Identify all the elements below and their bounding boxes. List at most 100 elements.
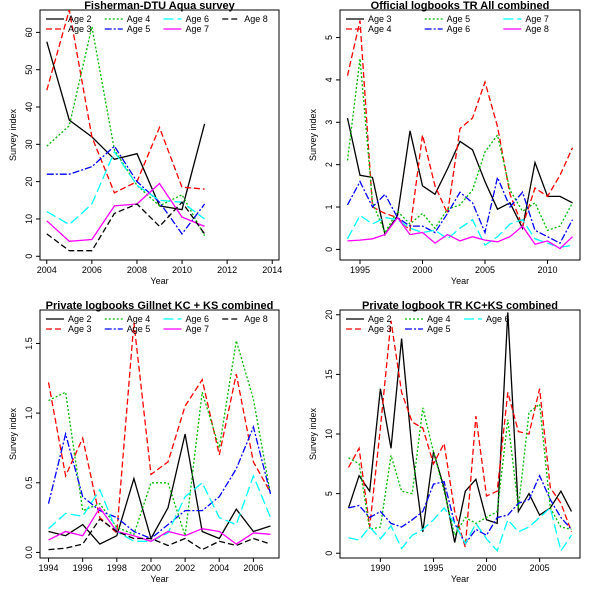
series-line-age-6 xyxy=(46,150,205,226)
y-axis-label: Survey index xyxy=(308,407,318,460)
x-tick-label: 2008 xyxy=(127,265,147,275)
plot-frame xyxy=(39,309,280,559)
series-line-age-7 xyxy=(46,182,205,242)
y-tick-label: 10 xyxy=(24,214,34,224)
x-tick-label: 2000 xyxy=(141,563,161,573)
legend-label: Age 3 xyxy=(68,324,92,334)
legend-label: Age 8 xyxy=(244,14,268,24)
series-line-age-4 xyxy=(48,340,272,536)
y-tick-label: 10 xyxy=(324,429,334,439)
series-line-age-8 xyxy=(46,201,206,252)
x-tick-label: 2006 xyxy=(82,265,102,275)
x-tick-label: 2000 xyxy=(477,563,497,573)
x-tick-label: 2004 xyxy=(37,265,57,275)
x-tick-label: 2010 xyxy=(537,265,557,275)
x-tick-label: 1998 xyxy=(107,563,127,573)
y-tick-label: 1.0 xyxy=(24,407,34,420)
series-line-age-6 xyxy=(348,506,573,553)
series-line-age-5 xyxy=(46,145,206,235)
series-line-age-2 xyxy=(347,312,573,543)
y-tick-label: 50 xyxy=(24,65,34,75)
y-tick-label: 4 xyxy=(324,77,334,82)
y-tick-label: 40 xyxy=(24,102,34,112)
chart-panel-3: Private logbooks Gillnet KC + KS combine… xyxy=(8,300,280,584)
x-tick-label: 2002 xyxy=(175,563,195,573)
series-group xyxy=(347,312,573,553)
series-group xyxy=(46,10,206,252)
x-tick-label: 2010 xyxy=(172,265,192,275)
legend-label: Age 3 xyxy=(68,24,92,34)
y-tick-label: 0 xyxy=(324,551,334,556)
y-axis-label: Survey index xyxy=(8,407,18,460)
x-axis-label: Year xyxy=(451,276,469,286)
legend-label: Age 4 xyxy=(427,314,451,324)
legend-label: Age 5 xyxy=(127,24,151,34)
plot-frame xyxy=(39,9,280,261)
x-tick-label: 1990 xyxy=(370,563,390,573)
y-tick-label: 60 xyxy=(24,27,34,37)
series-line-age-5 xyxy=(47,424,272,540)
y-axis-label: Survey index xyxy=(8,108,18,161)
series-line-age-6 xyxy=(346,175,574,244)
y-axis-label: Survey index xyxy=(308,108,318,161)
y-tick-label: 0 xyxy=(24,254,34,259)
legend-label: Age 3 xyxy=(368,14,392,24)
legend-label: Age 7 xyxy=(525,14,549,24)
y-tick-label: 0 xyxy=(324,247,334,252)
y-tick-label: 1 xyxy=(324,205,334,210)
series-line-age-3 xyxy=(346,117,573,237)
legend-label: Age 4 xyxy=(127,314,151,324)
legend-label: Age 6 xyxy=(447,24,471,34)
x-tick-label: 2014 xyxy=(262,265,282,275)
x-axis-label: Year xyxy=(451,574,469,584)
series-line-age-3 xyxy=(347,320,573,548)
y-tick-label: 20 xyxy=(324,310,334,320)
chart-title: Official logbooks TR All combined xyxy=(371,0,550,12)
series-line-age-7 xyxy=(346,214,573,248)
x-axis-label: Year xyxy=(150,574,168,584)
x-tick-label: 2005 xyxy=(475,265,495,275)
legend-label: Age 4 xyxy=(127,14,151,24)
legend-label: Age 6 xyxy=(486,314,510,324)
legend-label: Age 3 xyxy=(368,324,392,334)
series-line-age-3 xyxy=(46,10,205,194)
legend-label: Age 5 xyxy=(447,14,471,24)
chart-title: Private logbooks Gillnet KC + KS combine… xyxy=(46,300,274,312)
x-tick-label: 2004 xyxy=(209,563,229,573)
y-tick-label: 0.5 xyxy=(24,477,34,490)
legend-label: Age 2 xyxy=(68,314,92,324)
y-tick-label: 1.5 xyxy=(24,337,34,350)
legend-label: Age 8 xyxy=(525,24,549,34)
chart-panel-2: Official logbooks TR All combined 1995 200… xyxy=(308,0,581,286)
legend-label: Age 4 xyxy=(368,24,392,34)
x-tick-label: 1995 xyxy=(423,563,443,573)
x-tick-label: 1994 xyxy=(39,563,59,573)
x-tick-label: 2006 xyxy=(243,563,263,573)
y-tick-label: 3 xyxy=(324,120,334,125)
legend-label: Age 6 xyxy=(186,14,210,24)
series-line-age-8 xyxy=(48,518,271,551)
y-tick-label: 5 xyxy=(324,491,334,496)
series-line-age-4 xyxy=(348,402,572,538)
x-tick-label: 2000 xyxy=(412,265,432,275)
legend-label: Age 2 xyxy=(68,14,92,24)
legend-label: Age 2 xyxy=(368,314,392,324)
chart-panel-4: Private logbook TR KC+KS combined 1990 199… xyxy=(308,300,581,584)
x-tick-label: 1995 xyxy=(350,265,370,275)
series-line-age-2 xyxy=(48,433,271,545)
x-axis-label: Year xyxy=(150,276,168,286)
series-group xyxy=(346,20,574,250)
y-tick-label: 30 xyxy=(24,139,34,149)
series-line-age-5 xyxy=(346,58,574,234)
legend-label: Age 8 xyxy=(244,314,268,324)
legend-label: Age 5 xyxy=(127,324,151,334)
y-tick-label: 20 xyxy=(24,177,34,187)
chart-title: Private logbook TR KC+KS combined xyxy=(362,300,558,312)
x-tick-label: 2005 xyxy=(530,563,550,573)
